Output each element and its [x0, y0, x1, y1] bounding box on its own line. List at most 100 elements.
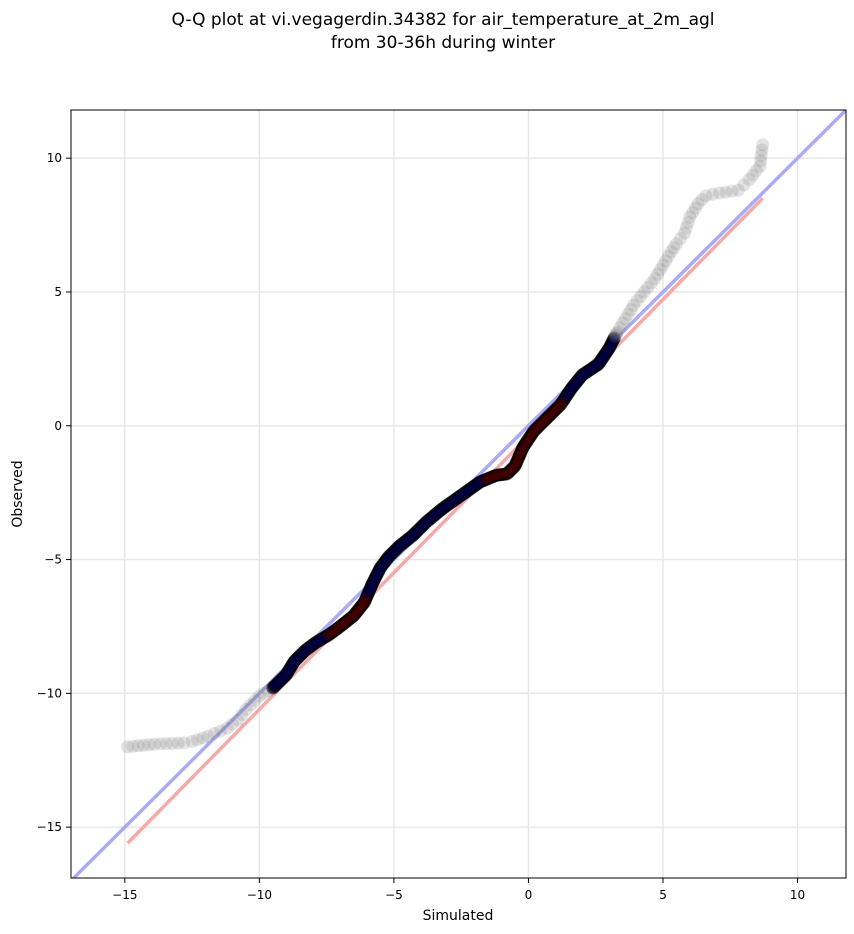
- qq-point-overlay: [489, 470, 500, 481]
- qq-tail-point: [678, 226, 692, 240]
- qq-point-overlay: [433, 506, 444, 517]
- qq-point-overlay: [529, 425, 540, 435]
- x-tick-label: −15: [112, 888, 137, 902]
- qq-point-overlay: [314, 635, 325, 646]
- qq-point-overlay: [472, 478, 483, 489]
- qq-tail-point: [248, 693, 262, 707]
- qq-tail-point: [648, 272, 662, 286]
- qq-point-overlay: [387, 548, 398, 559]
- y-axis-ticks: −15 −10 −5 0 5 10: [37, 151, 71, 834]
- qq-point-overlay: [284, 664, 295, 675]
- qq-point-overlay: [404, 533, 415, 544]
- qq-point-overlay: [525, 431, 536, 442]
- qq-tail-point: [153, 737, 167, 751]
- qq-point-overlay: [331, 624, 342, 635]
- qq-point-overlay: [367, 578, 378, 589]
- qq-point-overlay: [553, 401, 564, 412]
- qq-tail-point: [177, 736, 191, 750]
- qq-point-overlay: [542, 412, 553, 423]
- qq-point-overlay: [506, 464, 517, 475]
- qq-point-overlay: [498, 469, 509, 480]
- qq-point-overlay: [541, 413, 552, 424]
- qq-tail-point: [667, 241, 681, 255]
- qq-point-overlay: [401, 535, 412, 546]
- qq-point-overlay: [597, 352, 608, 363]
- qq-point-overlay: [597, 353, 608, 364]
- qq-point-overlay: [370, 572, 381, 583]
- qq-tail-point: [688, 201, 702, 215]
- qq-point-overlay: [527, 427, 538, 438]
- qq-point-overlay: [486, 472, 497, 483]
- qq-point-overlay: [503, 467, 514, 478]
- qq-tail-point: [653, 263, 667, 277]
- qq-point-overlay: [543, 411, 554, 422]
- qq-point-overlay: [513, 452, 524, 463]
- qq-point-overlay: [414, 523, 425, 534]
- qq-point-overlay: [286, 660, 297, 671]
- qq-point-overlay: [397, 538, 408, 549]
- qq-point-overlay: [582, 366, 593, 377]
- qq-point: [607, 331, 621, 345]
- qq-point-overlay: [349, 609, 360, 620]
- qq-point-overlay: [562, 388, 573, 399]
- qq-point-overlay: [337, 619, 348, 630]
- qq-point-overlay: [283, 665, 294, 676]
- qq-point-overlay: [579, 368, 590, 379]
- qq-point-overlay: [325, 628, 336, 639]
- chart-title: Q-Q plot at vi.vegagerdin.34382 for air_…: [171, 10, 714, 30]
- qq-point-overlay: [275, 675, 286, 686]
- qq-point-overlay: [420, 518, 431, 529]
- qq-point-overlay: [441, 500, 452, 511]
- qq-point-overlay: [411, 527, 422, 538]
- qq-point-overlay: [584, 365, 595, 376]
- qq-point-overlay: [339, 617, 350, 628]
- qq-point-overlay: [364, 584, 375, 595]
- qq-point-overlay: [320, 631, 331, 642]
- qq-point-overlay: [413, 524, 424, 535]
- qq-point-overlay: [373, 566, 384, 577]
- qq-point-overlay: [533, 421, 544, 432]
- x-tick-label: 5: [659, 888, 667, 902]
- qq-point-overlay: [500, 469, 511, 480]
- qq-point-overlay: [377, 559, 388, 570]
- qq-point-overlay: [426, 512, 437, 523]
- qq-point-overlay: [552, 402, 563, 413]
- qq-tail-point: [737, 178, 751, 192]
- qq-point-overlay: [457, 489, 468, 500]
- qq-point-overlay: [514, 450, 525, 461]
- qq-tail-point: [731, 183, 745, 197]
- qq-point-overlay: [510, 459, 521, 470]
- qq-point-overlay: [436, 504, 447, 515]
- qq-point-overlay: [388, 547, 399, 558]
- qq-tail-point: [637, 285, 651, 299]
- qq-point-overlay: [399, 537, 410, 548]
- qq-point-overlay: [575, 372, 586, 383]
- qq-point-overlay: [302, 643, 313, 654]
- qq-point-overlay: [286, 661, 297, 672]
- qq-point-overlay: [422, 516, 433, 527]
- qq-point-overlay: [607, 337, 618, 348]
- qq-point-overlay: [376, 561, 387, 572]
- qq-point-overlay: [408, 529, 419, 540]
- qq-point-overlay: [497, 469, 508, 480]
- qq-tail-point: [630, 294, 644, 308]
- qq-point-overlay: [313, 635, 324, 646]
- qq-point-overlay: [359, 597, 370, 608]
- qq-point-overlay: [417, 520, 428, 531]
- qq-point-overlay: [588, 362, 599, 373]
- qq-point-overlay: [445, 497, 456, 508]
- qq-point-overlay: [518, 442, 529, 453]
- qq-point-overlay: [477, 475, 488, 486]
- qq-point-overlay: [324, 629, 335, 640]
- qq-point-overlay: [537, 417, 548, 428]
- qq-point-overlay: [521, 436, 532, 447]
- qq-tail-point: [691, 197, 705, 211]
- qq-point-overlay: [562, 389, 573, 400]
- qq-point-overlay: [268, 681, 279, 692]
- qq-tail-point: [608, 329, 622, 343]
- qq-tail-point: [621, 307, 635, 321]
- qq-point-overlay: [518, 440, 529, 451]
- qq-tail-point: [725, 184, 739, 198]
- qq-point-overlay: [555, 399, 566, 410]
